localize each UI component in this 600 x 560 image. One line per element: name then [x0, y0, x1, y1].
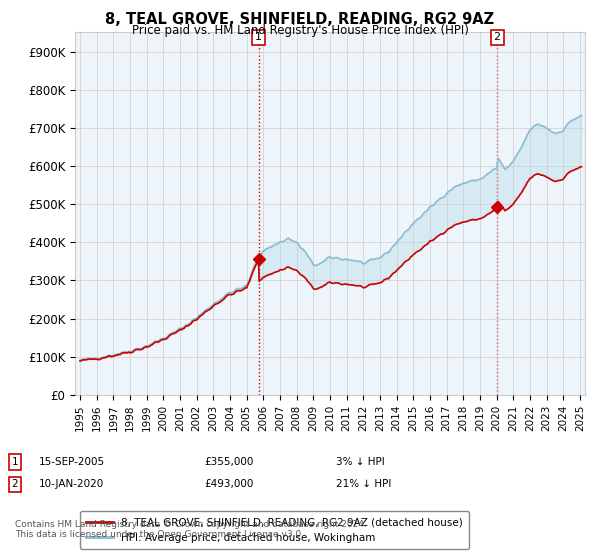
Text: Price paid vs. HM Land Registry's House Price Index (HPI): Price paid vs. HM Land Registry's House …: [131, 24, 469, 37]
Text: 15-SEP-2005: 15-SEP-2005: [39, 457, 105, 467]
Text: 3% ↓ HPI: 3% ↓ HPI: [336, 457, 385, 467]
Text: 2: 2: [11, 479, 19, 489]
Text: 10-JAN-2020: 10-JAN-2020: [39, 479, 104, 489]
Text: 21% ↓ HPI: 21% ↓ HPI: [336, 479, 391, 489]
Text: 1: 1: [255, 32, 262, 43]
Text: 8, TEAL GROVE, SHINFIELD, READING, RG2 9AZ: 8, TEAL GROVE, SHINFIELD, READING, RG2 9…: [106, 12, 494, 27]
Text: Contains HM Land Registry data © Crown copyright and database right 2024.
This d: Contains HM Land Registry data © Crown c…: [15, 520, 367, 539]
Text: £493,000: £493,000: [204, 479, 253, 489]
Legend: 8, TEAL GROVE, SHINFIELD, READING, RG2 9AZ (detached house), HPI: Average price,: 8, TEAL GROVE, SHINFIELD, READING, RG2 9…: [80, 511, 469, 549]
Text: 2: 2: [494, 32, 501, 43]
Text: 1: 1: [11, 457, 19, 467]
Text: £355,000: £355,000: [204, 457, 253, 467]
